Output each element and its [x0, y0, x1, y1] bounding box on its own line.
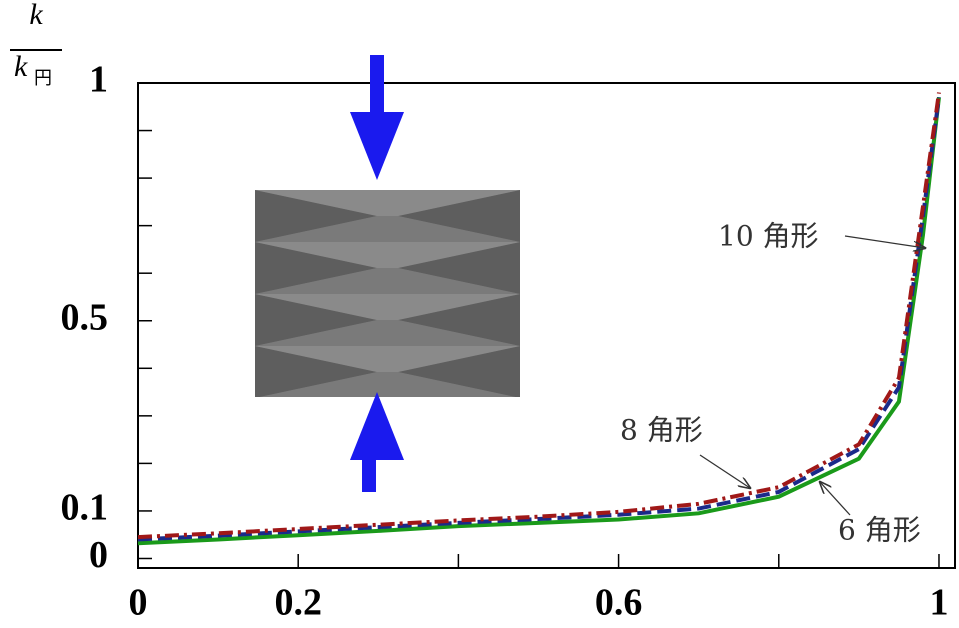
inset-figure: [255, 55, 520, 492]
y-tick-label: 0.1: [61, 487, 109, 529]
annotation-arrow: [699, 454, 750, 488]
series-annotation: 8 角形: [620, 414, 703, 447]
series-annotation: 6 角形: [838, 514, 921, 547]
x-tick-label: 0.2: [274, 582, 322, 624]
inset-arrow: [350, 392, 404, 460]
series-line: [137, 97, 941, 546]
y-tick-label: 1: [89, 59, 108, 101]
y-tick-label: 0.5: [61, 296, 109, 338]
inset-arrow: [350, 112, 404, 180]
annotation-arrow: [844, 235, 925, 248]
y-label-denominator: k: [14, 50, 28, 83]
y-label-numerator: k: [29, 0, 43, 31]
x-tick-label: 1: [929, 582, 948, 624]
series-annotation: 10 角形: [718, 220, 819, 253]
x-tick-label: 0: [129, 582, 148, 624]
inset-arrow: [370, 55, 384, 120]
plot-frame: [137, 82, 956, 569]
series-line: [137, 96, 941, 542]
series-line: [137, 92, 941, 540]
y-tick-label: 0: [89, 534, 108, 576]
inset-arrow: [362, 455, 376, 492]
x-tick-label: 0.6: [595, 582, 643, 624]
y-label-subscript: 円: [34, 68, 52, 88]
annotation-arrow: [820, 482, 851, 516]
inset-cylinder: [255, 190, 520, 397]
